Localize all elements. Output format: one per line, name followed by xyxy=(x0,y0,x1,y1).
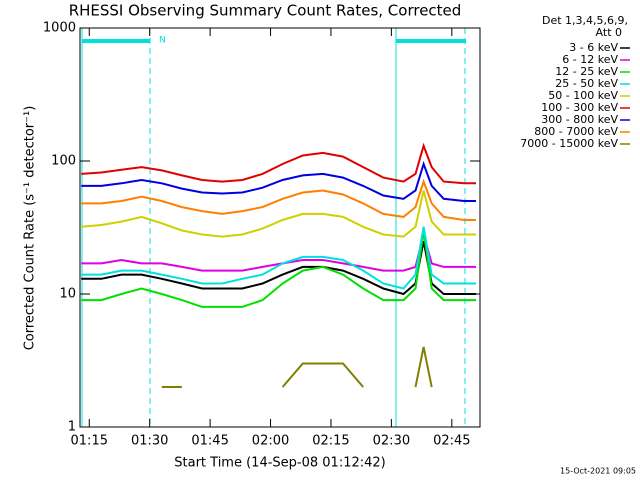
x-tick-label: 02:15 xyxy=(312,434,349,449)
legend-label: 300 - 800 keV xyxy=(541,113,618,126)
legend-title: Det 1,3,4,5,6,9, xyxy=(542,14,628,27)
series-line xyxy=(81,178,476,221)
series-line xyxy=(81,142,476,185)
series-line xyxy=(81,226,476,290)
legend-label: 800 - 7000 keV xyxy=(534,125,618,138)
annotation: N xyxy=(159,36,166,46)
legend-label: 25 - 50 keV xyxy=(555,77,618,90)
y-tick-label: 1 xyxy=(68,420,76,435)
footer: 15-Oct-2021 09:05 xyxy=(560,467,636,476)
legend-label: 7000 - 15000 keV xyxy=(520,137,618,150)
legend-label: 12 - 25 keV xyxy=(555,65,618,78)
chart-title: RHESSI Observing Summary Count Rates, Co… xyxy=(69,2,462,20)
series-line xyxy=(81,160,476,202)
legend-label: 6 - 12 keV xyxy=(562,53,618,66)
y-tick-label: 10 xyxy=(59,287,76,302)
x-axis-label: Start Time (14-Sep-08 01:12:42) xyxy=(174,456,385,471)
series-line xyxy=(81,230,476,308)
x-tick-label: 02:45 xyxy=(433,434,470,449)
x-tick-label: 02:30 xyxy=(373,434,410,449)
y-tick-label: 100 xyxy=(51,154,76,169)
y-tick-label: 1000 xyxy=(43,21,76,36)
x-tick-label: 01:30 xyxy=(131,434,168,449)
x-tick-label: 01:15 xyxy=(71,434,108,449)
series-line xyxy=(161,346,433,388)
y-axis-label: Corrected Count Rate (s⁻¹ detector⁻¹) xyxy=(23,106,38,351)
plot-frame xyxy=(79,27,481,428)
legend-label: 3 - 6 keV xyxy=(569,41,618,54)
legend-label: 100 - 300 keV xyxy=(541,101,618,114)
x-tick-label: 01:45 xyxy=(191,434,228,449)
x-tick-label: 02:00 xyxy=(252,434,289,449)
legend-title: Att 0 xyxy=(596,26,622,39)
series-line xyxy=(81,190,476,238)
legend-label: 50 - 100 keV xyxy=(548,89,618,102)
